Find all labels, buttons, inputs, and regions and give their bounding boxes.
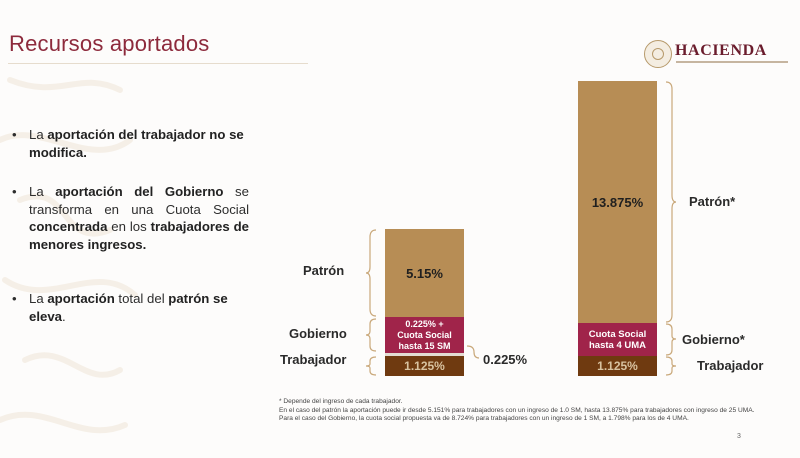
page-title: Recursos aportados — [9, 31, 210, 56]
bar-left-gap — [385, 353, 464, 356]
bar-left-gobierno-value: 0.225% + Cuota Social hasta 15 SM — [397, 318, 452, 351]
bar-left-trabajador: 1.125% — [385, 356, 464, 376]
page-number: 3 — [737, 433, 741, 440]
bullet-item-trabajador: • La aportación del trabajador no se mod… — [12, 127, 244, 160]
bar-right-trabajador-value: 1.125% — [597, 359, 638, 373]
label-right-gobierno: Gobierno* — [682, 332, 745, 347]
label-left-gap-value: 0.225% — [483, 352, 528, 367]
footnote-line-3: Para el caso del Gobierno, la cuota soci… — [279, 415, 689, 423]
bar-left-trabajador-value: 1.125% — [404, 359, 445, 373]
bar-right-gobierno-value: Cuota Social hasta 4 UMA — [588, 328, 647, 351]
brace-left-gobierno — [366, 318, 377, 352]
bar-right-trabajador: 1.125% — [578, 356, 657, 376]
title-divider — [8, 63, 308, 64]
bullet-icon: • — [12, 127, 17, 142]
bullet-item-patron: • La aportación total del patrón se elev… — [12, 291, 228, 324]
logo-text: HACIENDA — [675, 42, 767, 59]
logo-subtitle-line — [676, 61, 788, 63]
bar-right-patron: 13.875% — [578, 81, 657, 323]
brace-left-trabajador — [366, 356, 377, 376]
label-left-trabajador: Trabajador — [280, 352, 347, 367]
seal-icon — [644, 40, 672, 68]
bullet-icon: • — [12, 184, 17, 199]
brace-right-trabajador — [665, 356, 677, 376]
label-right-patron: Patrón* — [689, 194, 736, 209]
bar-left-gobierno: 0.225% + Cuota Social hasta 15 SM — [385, 317, 464, 353]
footnote-line-2: En el caso del patrón la aportación pued… — [279, 406, 755, 414]
bar-right-gobierno: Cuota Social hasta 4 UMA — [578, 323, 657, 356]
footnote-line-1: * Depende del ingreso de cada trabajador… — [279, 398, 403, 405]
brace-left-patron — [366, 229, 377, 317]
bullet-item-gobierno: • La aportación del Gobierno se transfor… — [12, 184, 249, 252]
brace-right-gobierno — [665, 323, 677, 356]
bullet-icon: • — [12, 291, 17, 306]
bar-right-patron-value: 13.875% — [591, 194, 644, 210]
bar-left-patron: 5.15% — [385, 229, 464, 317]
label-right-trabajador: Trabajador — [697, 358, 764, 373]
brace-right-patron — [665, 81, 677, 323]
footnote: * Depende del ingreso de cada trabajador… — [279, 398, 779, 424]
decorative-pattern — [0, 77, 138, 434]
label-left-patron: Patrón — [303, 263, 345, 278]
bar-left-patron-value: 5.15% — [406, 265, 443, 281]
pointer-left-gap — [466, 345, 480, 359]
label-left-gobierno: Gobierno — [289, 326, 347, 341]
